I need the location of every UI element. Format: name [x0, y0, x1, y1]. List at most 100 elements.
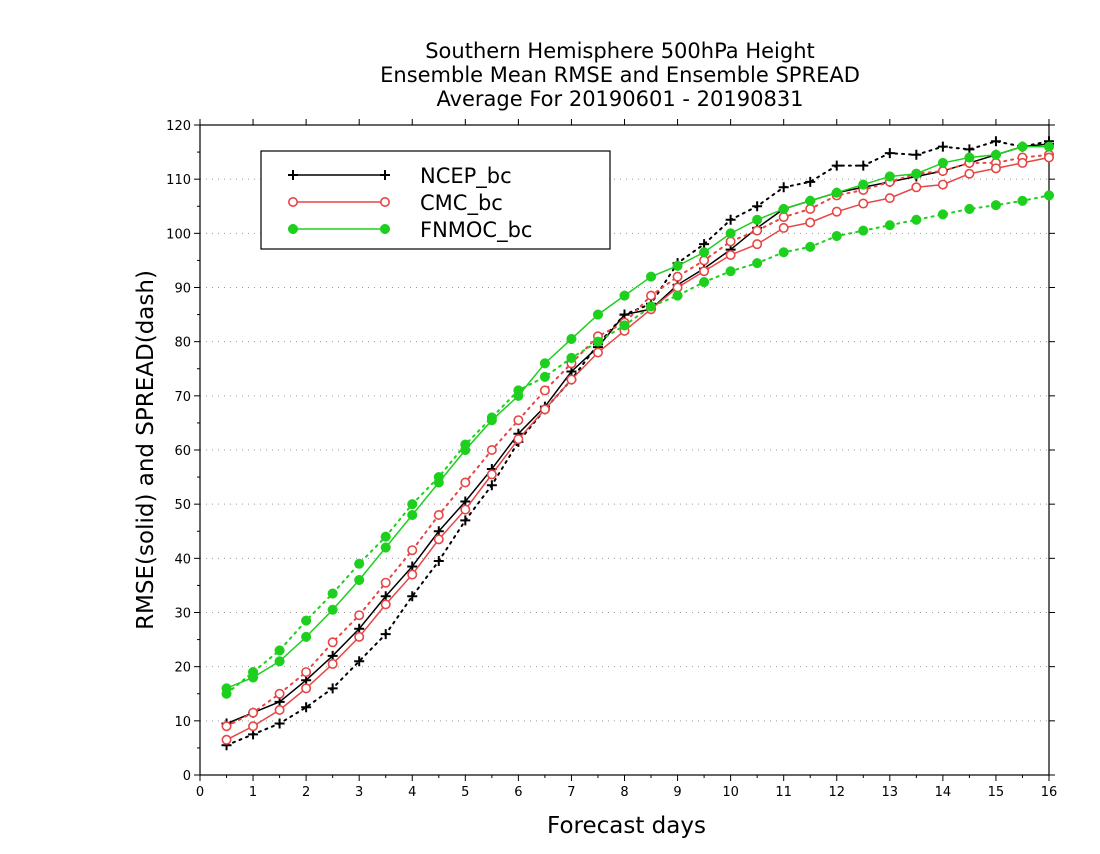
rmse-point-cmc-bc — [858, 198, 869, 209]
rmse-point-fnmoc-bc — [301, 631, 312, 642]
y-tick-label-30: 30 — [174, 607, 191, 622]
x-axis-label: Forecast days — [547, 813, 706, 839]
spread-point-cmc-bc — [460, 477, 471, 488]
rmse-point-fnmoc-bc — [513, 390, 524, 401]
rmse-point-cmc-bc — [937, 179, 948, 190]
spread-point-ncep-bc — [990, 136, 1001, 147]
rmse-point-fnmoc-bc — [380, 542, 391, 553]
spread-point-cmc-bc — [699, 255, 710, 266]
spread-point-cmc-bc — [486, 444, 497, 455]
rmse-point-cmc-bc — [274, 704, 285, 715]
rmse-point-cmc-bc — [460, 504, 471, 515]
legend-marker-end-cmc-bc — [379, 197, 390, 208]
spread-point-ncep-bc — [805, 176, 816, 187]
x-tick-label-8: 8 — [620, 785, 628, 800]
x-tick-label-6: 6 — [514, 785, 522, 800]
spread-point-fnmoc-bc — [778, 247, 789, 258]
rmse-point-cmc-bc — [699, 266, 710, 277]
spread-point-fnmoc-bc — [327, 588, 338, 599]
rmse-point-fnmoc-bc — [672, 260, 683, 271]
spread-point-fnmoc-bc — [566, 352, 577, 363]
rmse-point-cmc-bc — [248, 721, 259, 732]
y-tick-label-0: 0 — [183, 769, 191, 784]
spread-point-fnmoc-bc — [354, 558, 365, 569]
rmse-point-fnmoc-bc — [990, 149, 1001, 160]
spread-point-cmc-bc — [380, 577, 391, 588]
rmse-point-fnmoc-bc — [433, 477, 444, 488]
rmse-point-fnmoc-bc — [592, 309, 604, 320]
x-tick-label-1: 1 — [249, 785, 257, 800]
spread-point-ncep-bc — [778, 182, 789, 193]
spread-point-ncep-bc — [380, 629, 391, 640]
legend-marker-end-ncep-bc — [380, 170, 390, 180]
spread-point-fnmoc-bc — [884, 220, 895, 231]
rmse-point-fnmoc-bc — [354, 574, 365, 586]
spread-point-fnmoc-bc — [539, 371, 550, 382]
spread-point-cmc-bc — [805, 203, 816, 214]
spread-point-fnmoc-bc — [592, 336, 604, 347]
rmse-point-cmc-bc — [911, 182, 922, 193]
series-fnmoc-bc — [221, 141, 1055, 699]
spread-point-fnmoc-bc — [274, 645, 285, 656]
spread-point-ncep-bc — [407, 591, 418, 602]
rmse-point-fnmoc-bc — [699, 247, 710, 258]
x-tick-label-4: 4 — [408, 785, 416, 800]
title-line-1: Southern Hemisphere 500hPa Height — [425, 39, 815, 63]
spread-point-cmc-bc — [937, 166, 948, 177]
rmse-point-fnmoc-bc — [1043, 141, 1055, 152]
rmse-point-fnmoc-bc — [964, 152, 975, 163]
spread-point-cmc-bc — [513, 415, 524, 426]
x-tick-label-15: 15 — [988, 785, 1005, 800]
y-tick-label-80: 80 — [174, 336, 191, 351]
rmse-point-fnmoc-bc — [327, 604, 338, 615]
legend-marker-start-ncep-bc — [288, 170, 298, 180]
rmse-point-fnmoc-bc — [884, 171, 895, 182]
spread-point-ncep-bc — [937, 141, 948, 152]
spread-point-fnmoc-bc — [407, 499, 418, 510]
spread-point-ncep-bc — [911, 149, 922, 160]
spread-point-fnmoc-bc — [1043, 190, 1055, 201]
spread-point-ncep-bc — [354, 656, 365, 667]
spread-point-fnmoc-bc — [937, 209, 948, 220]
rmse-point-cmc-bc — [539, 404, 550, 415]
spread-point-fnmoc-bc — [301, 615, 312, 626]
y-tick-label-40: 40 — [174, 552, 191, 567]
rmse-point-fnmoc-bc — [805, 195, 816, 206]
x-tick-label-12: 12 — [828, 785, 845, 800]
spread-point-ncep-bc — [858, 160, 869, 171]
spread-point-cmc-bc — [778, 212, 789, 223]
spread-point-cmc-bc — [725, 236, 736, 247]
rmse-point-cmc-bc — [407, 569, 418, 580]
x-tick-label-14: 14 — [935, 785, 952, 800]
spread-point-cmc-bc — [248, 707, 259, 718]
y-tick-label-50: 50 — [174, 498, 191, 513]
rmse-point-fnmoc-bc — [725, 228, 736, 239]
spread-point-ncep-bc — [752, 201, 763, 212]
spread-point-cmc-bc — [354, 610, 365, 621]
rmse-point-cmc-bc — [354, 631, 365, 642]
rmse-point-fnmoc-bc — [460, 444, 471, 456]
x-tick-label-11: 11 — [775, 785, 792, 800]
rmse-point-fnmoc-bc — [274, 656, 285, 667]
spread-point-cmc-bc — [646, 290, 657, 301]
rmse-point-cmc-bc — [1044, 152, 1055, 163]
rmse-point-cmc-bc — [380, 599, 391, 610]
spread-point-fnmoc-bc — [990, 200, 1001, 211]
spread-point-ncep-bc — [460, 515, 471, 526]
spread-point-cmc-bc — [539, 385, 550, 396]
rmse-point-fnmoc-bc — [752, 214, 763, 225]
spread-point-fnmoc-bc — [725, 266, 736, 277]
spread-point-cmc-bc — [672, 271, 683, 282]
spread-point-ncep-bc — [301, 702, 312, 713]
title-line-3: Average For 20190601 - 20190831 — [436, 87, 803, 111]
y-axis-label: RMSE(solid) and SPREAD(dash) — [133, 270, 159, 630]
spread-point-fnmoc-bc — [645, 301, 657, 312]
spread-point-ncep-bc — [327, 683, 338, 694]
x-tick-label-10: 10 — [722, 785, 739, 800]
rmse-point-fnmoc-bc — [566, 333, 577, 345]
rmse-point-fnmoc-bc — [248, 672, 259, 683]
rmse-point-cmc-bc — [964, 168, 975, 179]
